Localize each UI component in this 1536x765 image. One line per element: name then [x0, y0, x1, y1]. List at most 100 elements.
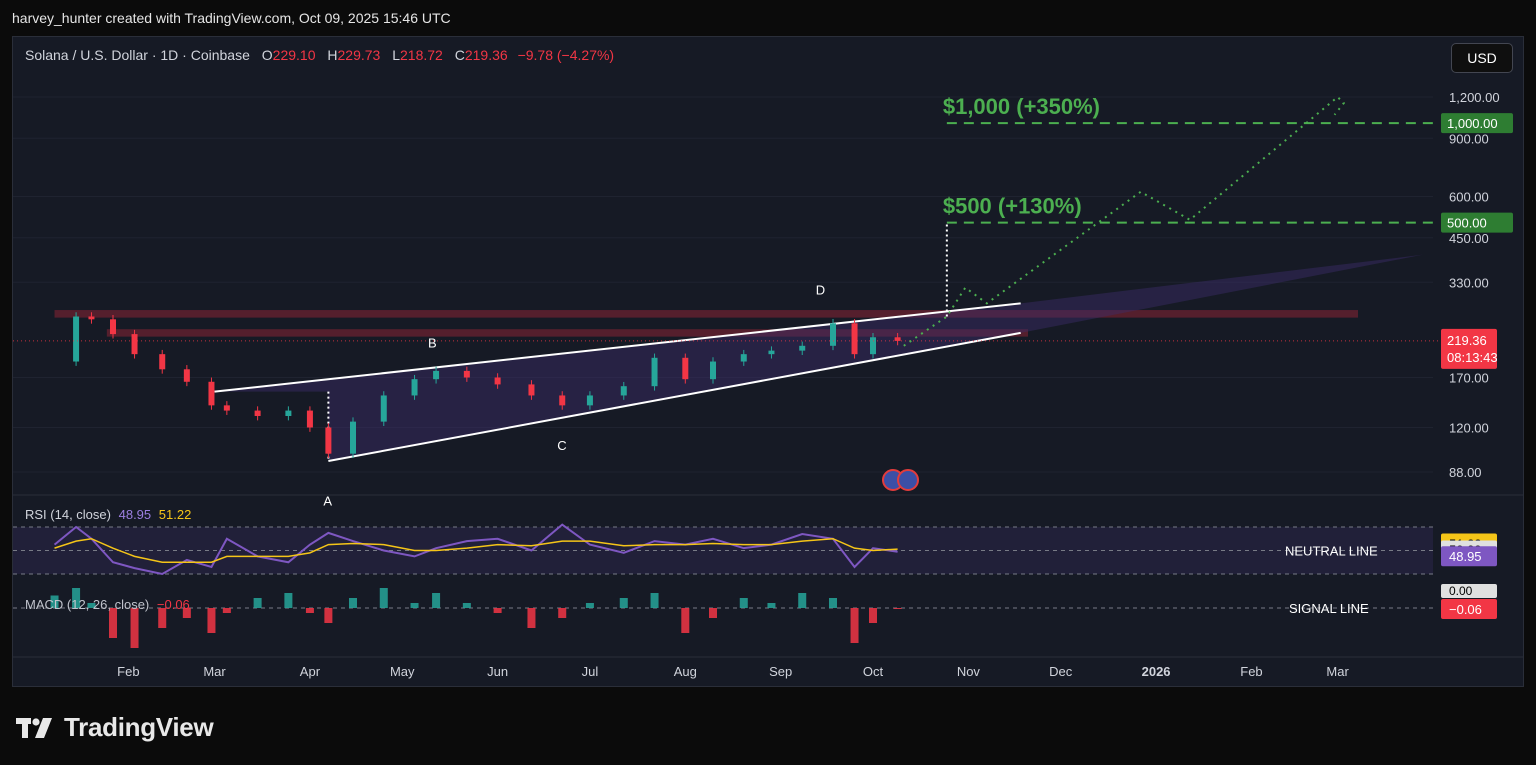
price-axis-tick: 450.00 [1449, 231, 1489, 246]
candle-body[interactable] [110, 319, 116, 335]
candle-body[interactable] [559, 395, 566, 406]
macd-histogram-bar[interactable] [72, 588, 81, 608]
candle-body[interactable] [254, 410, 261, 416]
price-axis-tick: 1,200.00 [1449, 90, 1500, 105]
target-label: $500 (+130%) [943, 194, 1082, 219]
candle-body[interactable] [851, 323, 858, 355]
macd-histogram-bar[interactable] [50, 595, 59, 609]
macd-histogram-bar[interactable] [681, 608, 690, 633]
candle-body[interactable] [463, 370, 470, 378]
candle-body[interactable] [620, 386, 627, 396]
macd-histogram-bar[interactable] [324, 608, 333, 623]
symbol-name[interactable]: Solana / U.S. Dollar · 1D · Coinbase [25, 47, 250, 63]
macd-histogram-bar[interactable] [493, 608, 502, 613]
candle-body[interactable] [411, 379, 418, 396]
candle-body[interactable] [350, 421, 356, 454]
candle-body[interactable] [870, 337, 876, 355]
macd-histogram-bar[interactable] [767, 603, 776, 608]
candle-body[interactable] [73, 316, 80, 362]
candle-body[interactable] [528, 384, 535, 396]
candle-body[interactable] [306, 410, 313, 428]
macd-histogram-bar[interactable] [253, 598, 262, 608]
macd-histogram-bar[interactable] [432, 593, 441, 608]
time-axis-tick: Mar [203, 664, 226, 679]
macd-histogram-bar[interactable] [410, 603, 419, 608]
macd-histogram-bar[interactable] [527, 608, 536, 628]
macd-histogram-bar[interactable] [130, 608, 139, 648]
macd-histogram-bar[interactable] [379, 588, 388, 608]
macd-histogram-bar[interactable] [207, 608, 216, 633]
macd-histogram-bar[interactable] [709, 608, 717, 618]
macd-histogram-bar[interactable] [462, 603, 471, 608]
macd-histogram-bar[interactable] [305, 608, 314, 613]
low-value: 218.72 [400, 47, 443, 63]
candle-body[interactable] [131, 334, 138, 355]
candle-body[interactable] [380, 395, 387, 422]
time-axis-tick: Oct [863, 664, 884, 679]
rsi-band [13, 527, 1433, 574]
us-flag-event-icon[interactable] [897, 469, 919, 491]
macd-histogram-bar[interactable] [109, 608, 117, 638]
candle-body[interactable] [285, 410, 292, 416]
macd-histogram-bar[interactable] [558, 608, 567, 618]
candle-body[interactable] [799, 345, 806, 351]
candle-body[interactable] [208, 381, 215, 406]
candle-body[interactable] [223, 405, 230, 411]
candle-body[interactable] [586, 395, 593, 406]
candle-body[interactable] [183, 369, 190, 382]
candle-body[interactable] [710, 361, 716, 380]
macd-histogram-bar[interactable] [619, 598, 628, 608]
change-value: −9.78 (−4.27%) [517, 47, 615, 63]
chart-frame[interactable]: 219.36 08:13:43 $500 (+130%) 500.00 $1,000 (… [12, 36, 1524, 687]
candle-body[interactable] [159, 354, 166, 370]
tradingview-logo[interactable]: TradingView [16, 712, 214, 743]
chart-canvas[interactable]: 219.36 08:13:43 $500 (+130%) 500.00 $1,000 (… [13, 37, 1524, 687]
macd-histogram-bar[interactable] [829, 598, 837, 608]
candle-body[interactable] [740, 354, 747, 362]
macd-title[interactable]: MACD (12, 26, close) [25, 597, 150, 612]
candle-body[interactable] [494, 377, 501, 385]
wedge-fill [214, 254, 1424, 462]
macd-legend: MACD (12, 26, close) −0.06 [25, 597, 190, 612]
currency-button[interactable]: USD [1451, 43, 1513, 73]
macd-histogram-bar[interactable] [650, 593, 659, 608]
macd-histogram-bar[interactable] [222, 608, 231, 613]
macd-histogram-bar[interactable] [869, 608, 877, 623]
price-axis-tick: 900.00 [1449, 131, 1489, 146]
projection-path[interactable] [903, 95, 1346, 347]
macd-histogram-bar[interactable] [182, 608, 191, 618]
attribution-text: harvey_hunter created with TradingView.c… [12, 10, 451, 26]
current-price-tag[interactable] [1441, 328, 1497, 369]
macd-histogram-bar[interactable] [850, 608, 859, 643]
rsi-ma-line[interactable] [54, 537, 898, 563]
countdown-label: 08:13:43 [1447, 350, 1498, 365]
candle-body[interactable] [651, 357, 658, 387]
wedge-upper-line[interactable] [214, 302, 1021, 393]
candle-body[interactable] [894, 337, 901, 341]
candle-body[interactable] [682, 357, 689, 380]
wedge-lower-line[interactable] [328, 331, 1021, 462]
candle-body[interactable] [88, 316, 95, 320]
candle-body[interactable] [325, 427, 332, 454]
macd-histogram-bar[interactable] [284, 593, 293, 608]
time-axis-tick: Sep [769, 664, 792, 679]
candle-body[interactable] [830, 323, 836, 346]
time-axis-tick: Jun [487, 664, 508, 679]
macd-histogram-bar[interactable] [87, 603, 96, 608]
macd-histogram-bar[interactable] [798, 593, 807, 608]
candle-body[interactable] [433, 370, 440, 380]
pattern-label-a: A [323, 494, 332, 509]
rsi-title[interactable]: RSI (14, close) [25, 507, 111, 522]
open-value: 229.10 [272, 47, 316, 63]
rsi-line[interactable] [53, 523, 898, 576]
macd-histogram-bar[interactable] [585, 603, 594, 608]
macd-histogram-bar[interactable] [158, 608, 167, 628]
time-axis-tick: Mar [1326, 664, 1349, 679]
current-price-label: 219.36 [1447, 333, 1487, 348]
macd-histogram-bar[interactable] [893, 608, 902, 609]
candle-body[interactable] [768, 350, 775, 355]
time-axis-tick: Feb [117, 664, 139, 679]
macd-histogram-bar[interactable] [739, 598, 748, 608]
rsi-value-tag-label: 48.95 [1449, 549, 1482, 564]
macd-histogram-bar[interactable] [349, 598, 357, 608]
